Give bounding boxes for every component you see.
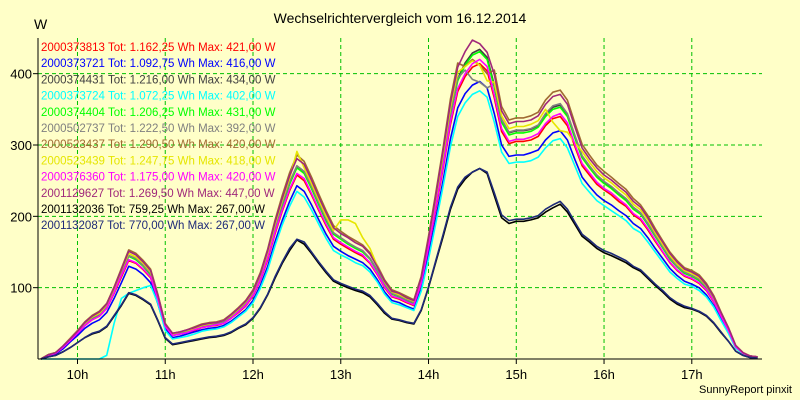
legend: 2000373813 Tot: 1.162,25 Wh Max: 421,00 … [41, 42, 276, 232]
legend-entry: 2000374431 Tot: 1.216,00 Wh Max: 434,00 … [41, 74, 276, 86]
tick-labels: 10h 11h 12h 13h 14h 15h 16h 17h 100 200 300 400 [10, 67, 702, 382]
legend-entry: 2000523439 Tot: 1.247,75 Wh Max: 418,00 … [41, 155, 276, 167]
legend-entry: 2001129627 Tot: 1.269,50 Wh Max: 447,00 … [41, 188, 275, 200]
series-line [40, 90, 758, 360]
x-tick-label: 14h [418, 367, 440, 382]
y-tick-label: 100 [10, 281, 32, 296]
axes [33, 38, 762, 364]
legend-entry: 2001132036 Tot: 759,25 Wh Max: 267,00 W [41, 204, 265, 216]
x-tick-label: 11h [155, 367, 176, 382]
series-lines [40, 39, 758, 360]
legend-entry: 2000523437 Tot: 1.290,50 Wh Max: 420,00 … [41, 139, 276, 151]
legend-entry: 2000373721 Tot: 1.092,75 Wh Max: 416,00 … [41, 58, 276, 70]
series-line [40, 167, 758, 360]
footer-credit: SunnyReport pinxit [699, 384, 792, 396]
series-line [40, 39, 758, 360]
legend-entry: 2001132087 Tot: 770,00 Wh Max: 267,00 W [41, 220, 265, 232]
chart-title: Wechselrichtervergleich vom 16.12.2014 [273, 10, 527, 26]
x-tick-label: 15h [505, 367, 527, 382]
y-tick-label: 200 [10, 209, 32, 224]
y-tick-label: 400 [10, 67, 32, 82]
series-line [40, 58, 758, 360]
x-tick-label: 17h [681, 367, 703, 382]
legend-entry: 2000373813 Tot: 1.162,25 Wh Max: 421,00 … [41, 42, 276, 54]
y-axis-label: W [34, 16, 48, 32]
legend-entry: 2000502737 Tot: 1.222,50 Wh Max: 392,00 … [41, 123, 276, 135]
x-tick-label: 10h [67, 367, 89, 382]
y-tick-label: 300 [10, 138, 32, 153]
legend-entry: 2000373724 Tot: 1.072,25 Wh Max: 402,00 … [41, 91, 276, 103]
x-tick-label: 13h [330, 367, 352, 382]
x-tick-label: 16h [593, 367, 615, 382]
legend-entry: 2000376360 Tot: 1.175,00 Wh Max: 420,00 … [41, 172, 276, 184]
x-tick-label: 12h [242, 367, 264, 382]
legend-entry: 2000374404 Tot: 1.206,25 Wh Max: 431,00 … [41, 107, 276, 119]
